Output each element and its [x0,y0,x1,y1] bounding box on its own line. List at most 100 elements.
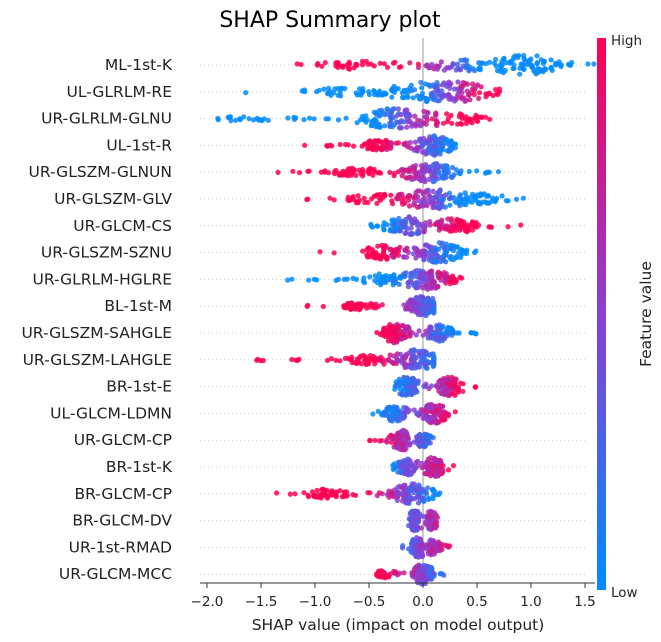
shap-point [311,116,317,122]
shap-point [407,493,413,499]
shap-point [360,248,366,254]
shap-point [420,253,426,259]
shap-point [569,59,575,66]
shap-point [429,543,435,549]
shap-point [440,175,446,181]
shap-point [394,497,400,503]
shap-point [416,433,422,439]
shap-point [419,149,426,155]
shap-point [485,193,491,199]
feature-label: BR-GLCM-DV [72,512,172,530]
shap-point [432,152,438,158]
shap-point [427,352,433,358]
shap-point [411,166,418,172]
shap-point [401,195,407,201]
shap-point [441,270,447,276]
shap-point [428,514,434,520]
shap-point [521,55,527,62]
shap-point [304,303,310,309]
shap-point [362,141,368,147]
shap-point [426,434,432,440]
shap-point [431,467,437,473]
shap-point [390,115,396,121]
shap-point [331,250,337,256]
feature-label: UL-GLRLM-RE [67,83,172,101]
shap-point [458,83,464,89]
shap-point [305,196,311,202]
shap-point [408,82,414,88]
shap-point [292,491,298,497]
shap-point [431,133,437,139]
shap-point [528,56,534,62]
shap-point [464,64,470,70]
shap-point [445,467,452,473]
shap-point [489,198,495,204]
shap-point [354,359,360,365]
shap-point [393,247,399,253]
shap-point [397,391,403,397]
shap-point [375,408,381,414]
shap-point [457,193,463,199]
shap-point [460,388,466,394]
shap-point [427,83,433,89]
shap-point [437,193,443,199]
shap-point [435,66,441,72]
shap-point [298,61,304,68]
shap-point [314,277,320,283]
shap-point [435,269,442,275]
shap-point [396,252,402,258]
shap-point [505,198,511,204]
shap-point [445,81,451,87]
feature-label: UR-GLSZM-SZNU [41,244,172,262]
shap-point [367,274,373,280]
shap-point [431,359,437,365]
shap-point [435,473,441,479]
shap-point [391,173,397,179]
shap-point [427,548,433,554]
shap-point [417,360,423,366]
shap-point [413,294,419,301]
shap-point [258,358,264,364]
shap-point [433,194,439,200]
shap-point [414,411,420,417]
shap-point [391,461,397,467]
shap-point [406,523,412,529]
shap-point [471,220,478,226]
shap-point [419,549,425,556]
shap-point [408,145,414,151]
shap-point [333,357,339,363]
shap-point [421,355,427,361]
shap-point [435,464,441,470]
shap-point [367,437,373,443]
shap-point [503,60,509,66]
shap-point [419,85,425,91]
shap-point [452,198,458,204]
shap-point [430,96,436,102]
shap-point [425,191,432,197]
shap-point [434,88,440,94]
shap-point [501,56,507,62]
shap-point [407,203,413,209]
shap-point [384,439,390,445]
shap-point [337,358,343,364]
shap-point [360,89,366,95]
shap-point [453,67,459,73]
shap-point [443,192,449,198]
shap-point [455,61,461,67]
shap-point [429,61,435,68]
shap-point [423,439,429,445]
shap-point [401,570,407,576]
shap-point [275,169,281,175]
shap-point [393,411,399,417]
feature-label: UR-GLSZM-LAHGLE [23,351,172,369]
shap-point [420,415,426,421]
shap-point [345,142,351,148]
shap-point [451,390,457,397]
shap-point [467,97,473,103]
shap-point [413,465,419,471]
shap-point [534,60,540,66]
shap-point [326,170,332,176]
shap-point [373,110,379,116]
shap-point [433,165,439,171]
shap-point [418,79,424,85]
